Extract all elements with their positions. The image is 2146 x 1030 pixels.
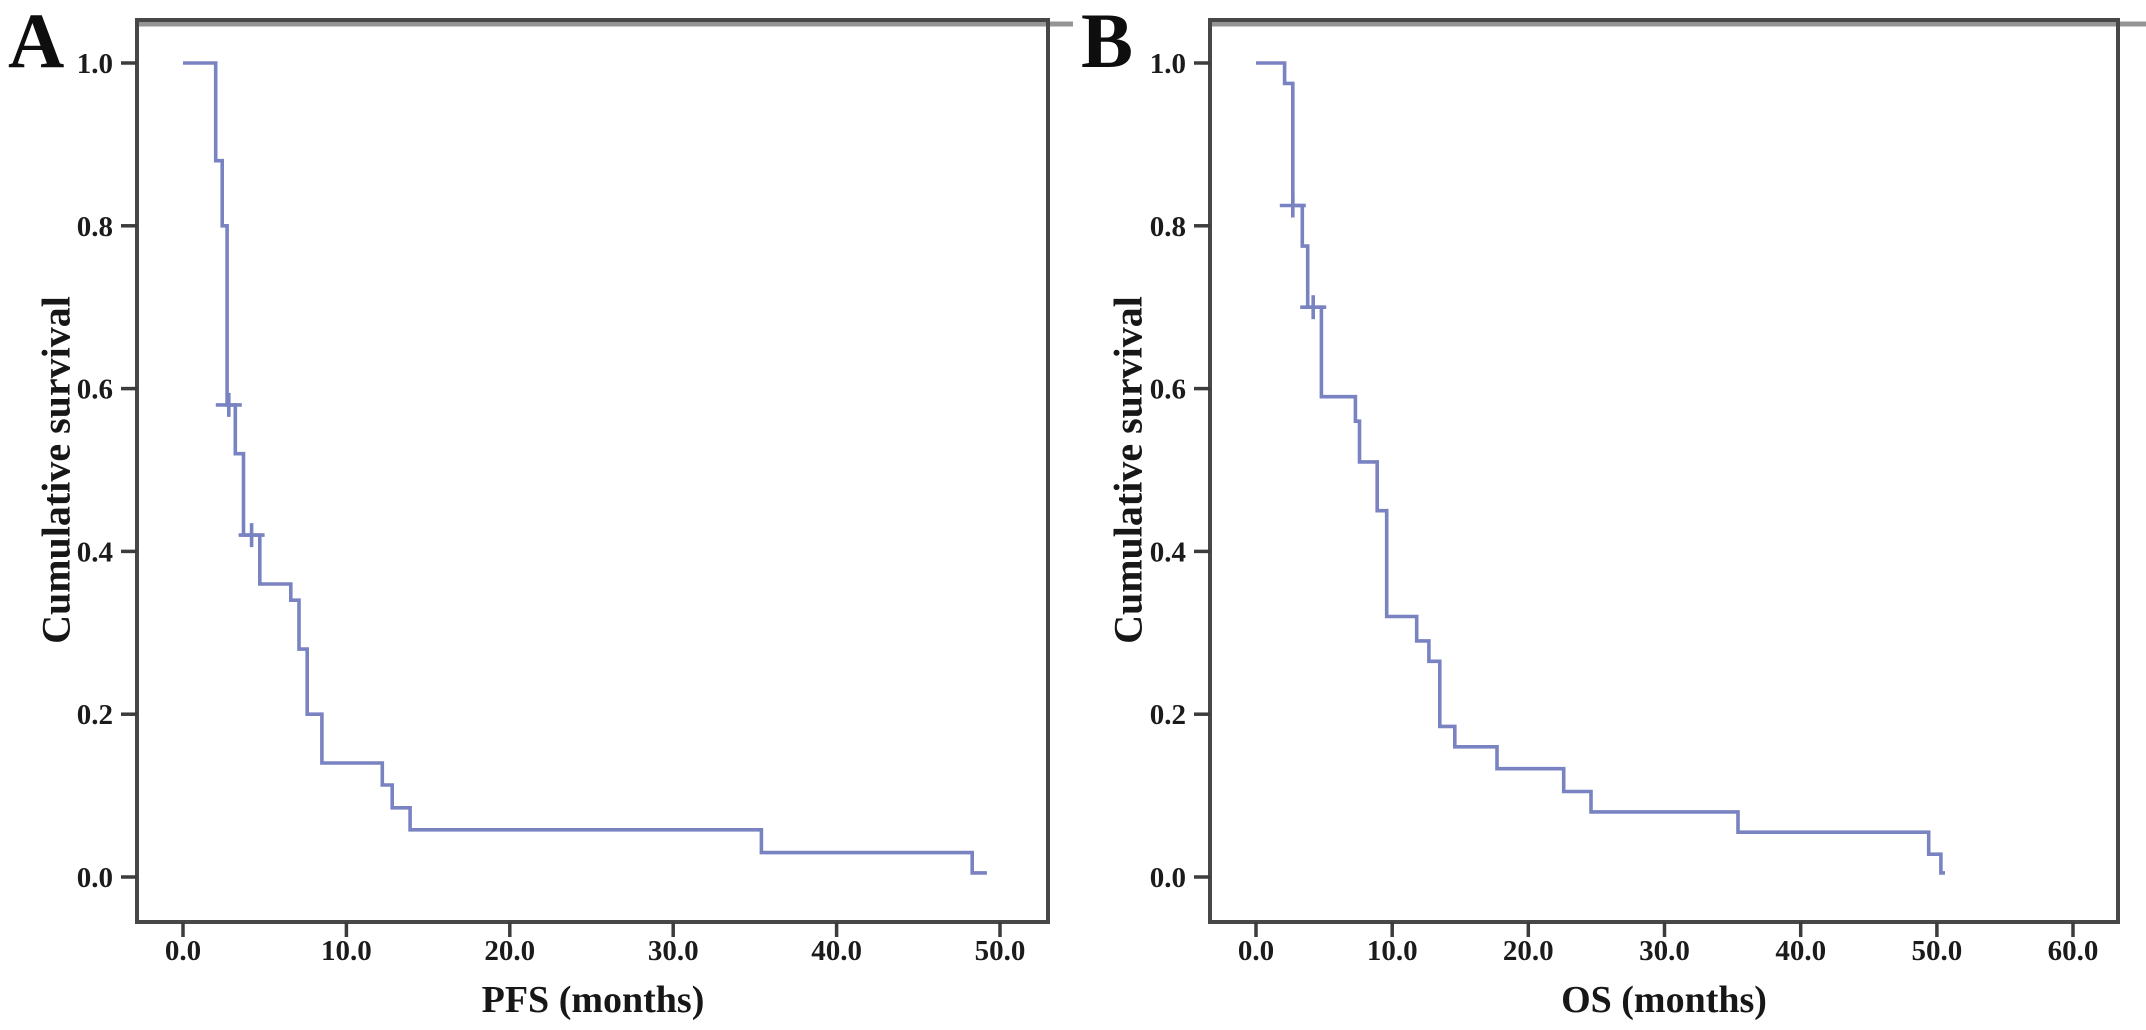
os-x-axis-title: OS (months) <box>1561 979 1767 1021</box>
plot-frame <box>135 18 1050 924</box>
x-tick-label: 40.0 <box>1775 935 1826 967</box>
survival-curve <box>1256 61 1945 875</box>
y-tick-label: 0.0 <box>1150 862 1186 894</box>
x-tick-label: 0.0 <box>165 935 201 967</box>
y-tick-label: 0.4 <box>1150 536 1186 568</box>
pfs-x-axis-title: PFS (months) <box>481 979 705 1021</box>
x-tick-label: 10.0 <box>321 935 372 967</box>
panel-label-b: B <box>1081 0 1134 84</box>
x-tick-label: 30.0 <box>648 935 699 967</box>
y-tick-label: 0.6 <box>77 374 113 406</box>
x-tick-label: 20.0 <box>1503 935 1554 967</box>
y-tick-label: 0.8 <box>1150 211 1186 243</box>
y-tick-label: 0.8 <box>77 211 113 243</box>
y-tick-label: 0.4 <box>77 536 113 568</box>
x-tick-label: 30.0 <box>1639 935 1690 967</box>
panel-pfs: A Cumulative survival PFS (months) 0.0 10… <box>8 0 1073 1021</box>
x-tick-label: 20.0 <box>484 935 535 967</box>
x-tick-label: 10.0 <box>1367 935 1418 967</box>
x-tick-label: 0.0 <box>1238 935 1274 967</box>
x-tick-label: 50.0 <box>1912 935 1963 967</box>
y-tick-label: 0.0 <box>77 862 113 894</box>
plot-frame <box>1208 18 2120 924</box>
survival-curve <box>183 61 987 875</box>
y-tick-label: 1.0 <box>77 48 113 80</box>
os-km-chart: 0.0 10.0 20.0 30.0 40.0 50.0 60.0 0.0 0.2 0.4 0.6 0… <box>1150 18 2146 967</box>
x-tick-label: 50.0 <box>975 935 1026 967</box>
y-tick-label: 0.6 <box>1150 374 1186 406</box>
x-tick-label: 60.0 <box>2048 935 2099 967</box>
y-tick-label: 0.2 <box>1150 699 1186 731</box>
x-tick-label: 40.0 <box>811 935 862 967</box>
y-tick-label: 1.0 <box>1150 48 1186 80</box>
panel-os: B Cumulative survival OS (months) 0.0 10.… <box>1073 0 2146 1030</box>
y-tick-label: 0.2 <box>77 699 113 731</box>
pfs-km-chart: 0.0 10.0 20.0 30.0 40.0 50.0 0.0 0.2 0.4 0.6 0.8 1.… <box>77 18 1073 967</box>
panel-label-a: A <box>8 0 65 84</box>
